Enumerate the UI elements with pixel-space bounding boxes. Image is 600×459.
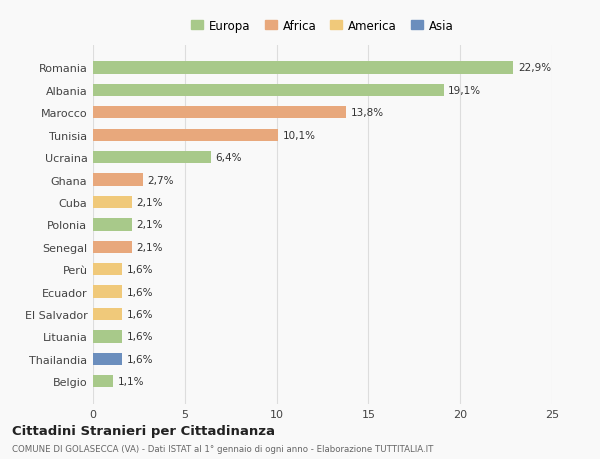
Bar (93, 286, 122, 298)
Bar (93, 241, 131, 253)
Bar (93, 174, 143, 186)
Text: 1,6%: 1,6% (127, 354, 154, 364)
Text: 2,1%: 2,1% (136, 220, 163, 230)
Text: 1,6%: 1,6% (127, 332, 154, 342)
Text: 10,1%: 10,1% (283, 130, 316, 140)
Text: 2,1%: 2,1% (136, 197, 163, 207)
Text: 13,8%: 13,8% (351, 108, 384, 118)
Text: Cittadini Stranieri per Cittadinanza: Cittadini Stranieri per Cittadinanza (12, 424, 275, 437)
Text: 2,1%: 2,1% (136, 242, 163, 252)
Bar (93, 375, 113, 388)
Text: 1,1%: 1,1% (118, 376, 144, 386)
Bar (93, 308, 122, 320)
Text: COMUNE DI GOLASECCA (VA) - Dati ISTAT al 1° gennaio di ogni anno - Elaborazione : COMUNE DI GOLASECCA (VA) - Dati ISTAT al… (12, 444, 433, 453)
Bar (93, 62, 514, 74)
Bar (93, 129, 278, 141)
Bar (93, 219, 131, 231)
Bar (93, 107, 346, 119)
Bar (93, 263, 122, 276)
Text: 1,6%: 1,6% (127, 265, 154, 274)
Bar (93, 353, 122, 365)
Bar (93, 196, 131, 209)
Text: 6,4%: 6,4% (215, 153, 242, 163)
Bar (93, 84, 443, 97)
Text: 1,6%: 1,6% (127, 287, 154, 297)
Text: 19,1%: 19,1% (448, 86, 481, 95)
Text: 1,6%: 1,6% (127, 309, 154, 319)
Bar (93, 151, 211, 164)
Bar (93, 330, 122, 343)
Text: 2,7%: 2,7% (147, 175, 173, 185)
Text: 22,9%: 22,9% (518, 63, 551, 73)
Legend: Europa, Africa, America, Asia: Europa, Africa, America, Asia (188, 16, 457, 36)
